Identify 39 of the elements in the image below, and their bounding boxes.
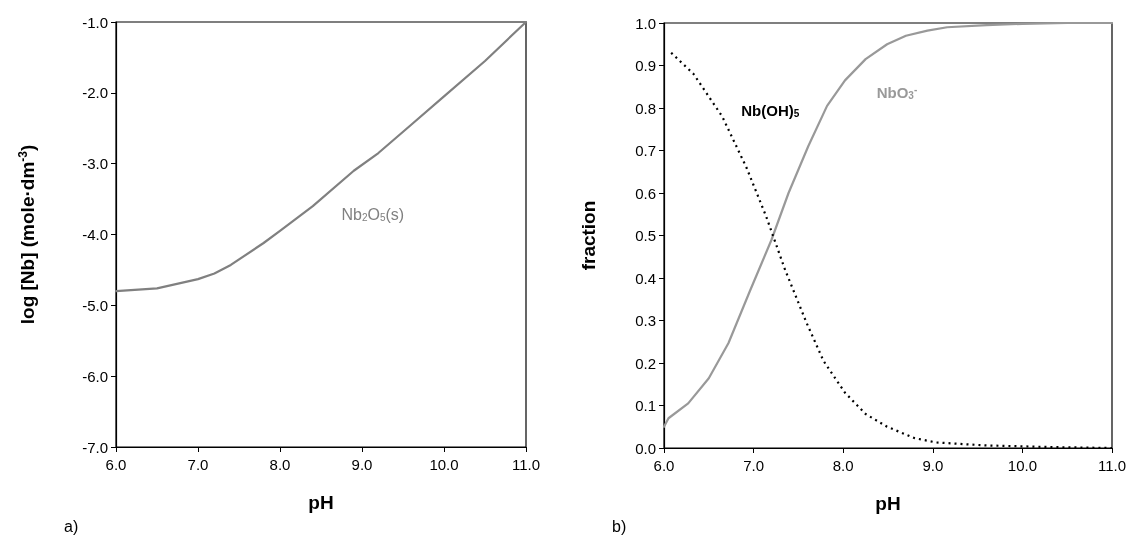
y-tick-label: 0.6: [635, 184, 656, 202]
x-axis-title: pH: [875, 493, 901, 514]
x-tick-label: 9.0: [351, 456, 373, 473]
y-tick-label: -1.0: [82, 13, 108, 31]
x-tick-label: 9.0: [922, 457, 944, 474]
x-tick-label: 8.0: [832, 457, 854, 474]
y-tick-label: -3.0: [82, 155, 108, 173]
line-series: [114, 20, 528, 293]
x-tick-label: 11.0: [1097, 457, 1127, 474]
x-tick-label: 7.0: [743, 457, 765, 474]
y-tick-label: -6.0: [82, 367, 108, 385]
text: b): [612, 517, 627, 535]
y-tick-label: -7.0: [82, 438, 108, 456]
x-tick-label: 8.0: [269, 456, 291, 473]
y-tick-label: -2.0: [82, 84, 108, 102]
x-tick-label: 6.0: [653, 457, 675, 474]
y-tick-label: 1.0: [635, 14, 656, 32]
series-label: Nb(OH)5: [741, 102, 800, 120]
text: a): [64, 517, 79, 535]
y-tick-label: 0.1: [635, 397, 656, 414]
y-tick-label: 0.9: [635, 57, 656, 74]
y-tick-label: 0.2: [635, 354, 656, 372]
y-axis-title: log [Nb] (mole·dm-3): [16, 144, 39, 325]
x-tick-label: 11.0: [511, 456, 541, 473]
y-tick-label: -5.0: [82, 296, 108, 314]
x-tick-label: 7.0: [187, 456, 209, 473]
x-tick-label: 10.0: [429, 456, 459, 473]
y-tick-label: 0.4: [635, 269, 656, 287]
y-tick-label: 0.7: [635, 142, 656, 159]
y-tick-label: 0.5: [635, 227, 656, 244]
x-axis-title: pH: [308, 492, 334, 513]
y-axis-title: fraction: [578, 200, 599, 271]
y-tick-label: 0.0: [635, 439, 656, 457]
y-tick-label: -4.0: [82, 226, 108, 243]
y-tick-label: 0.8: [635, 99, 656, 117]
series-label: NbO3-: [876, 83, 918, 102]
x-tick-label: 6.0: [105, 456, 127, 473]
y-tick-label: 0.3: [635, 312, 656, 329]
x-tick-label: 10.0: [1007, 457, 1037, 474]
